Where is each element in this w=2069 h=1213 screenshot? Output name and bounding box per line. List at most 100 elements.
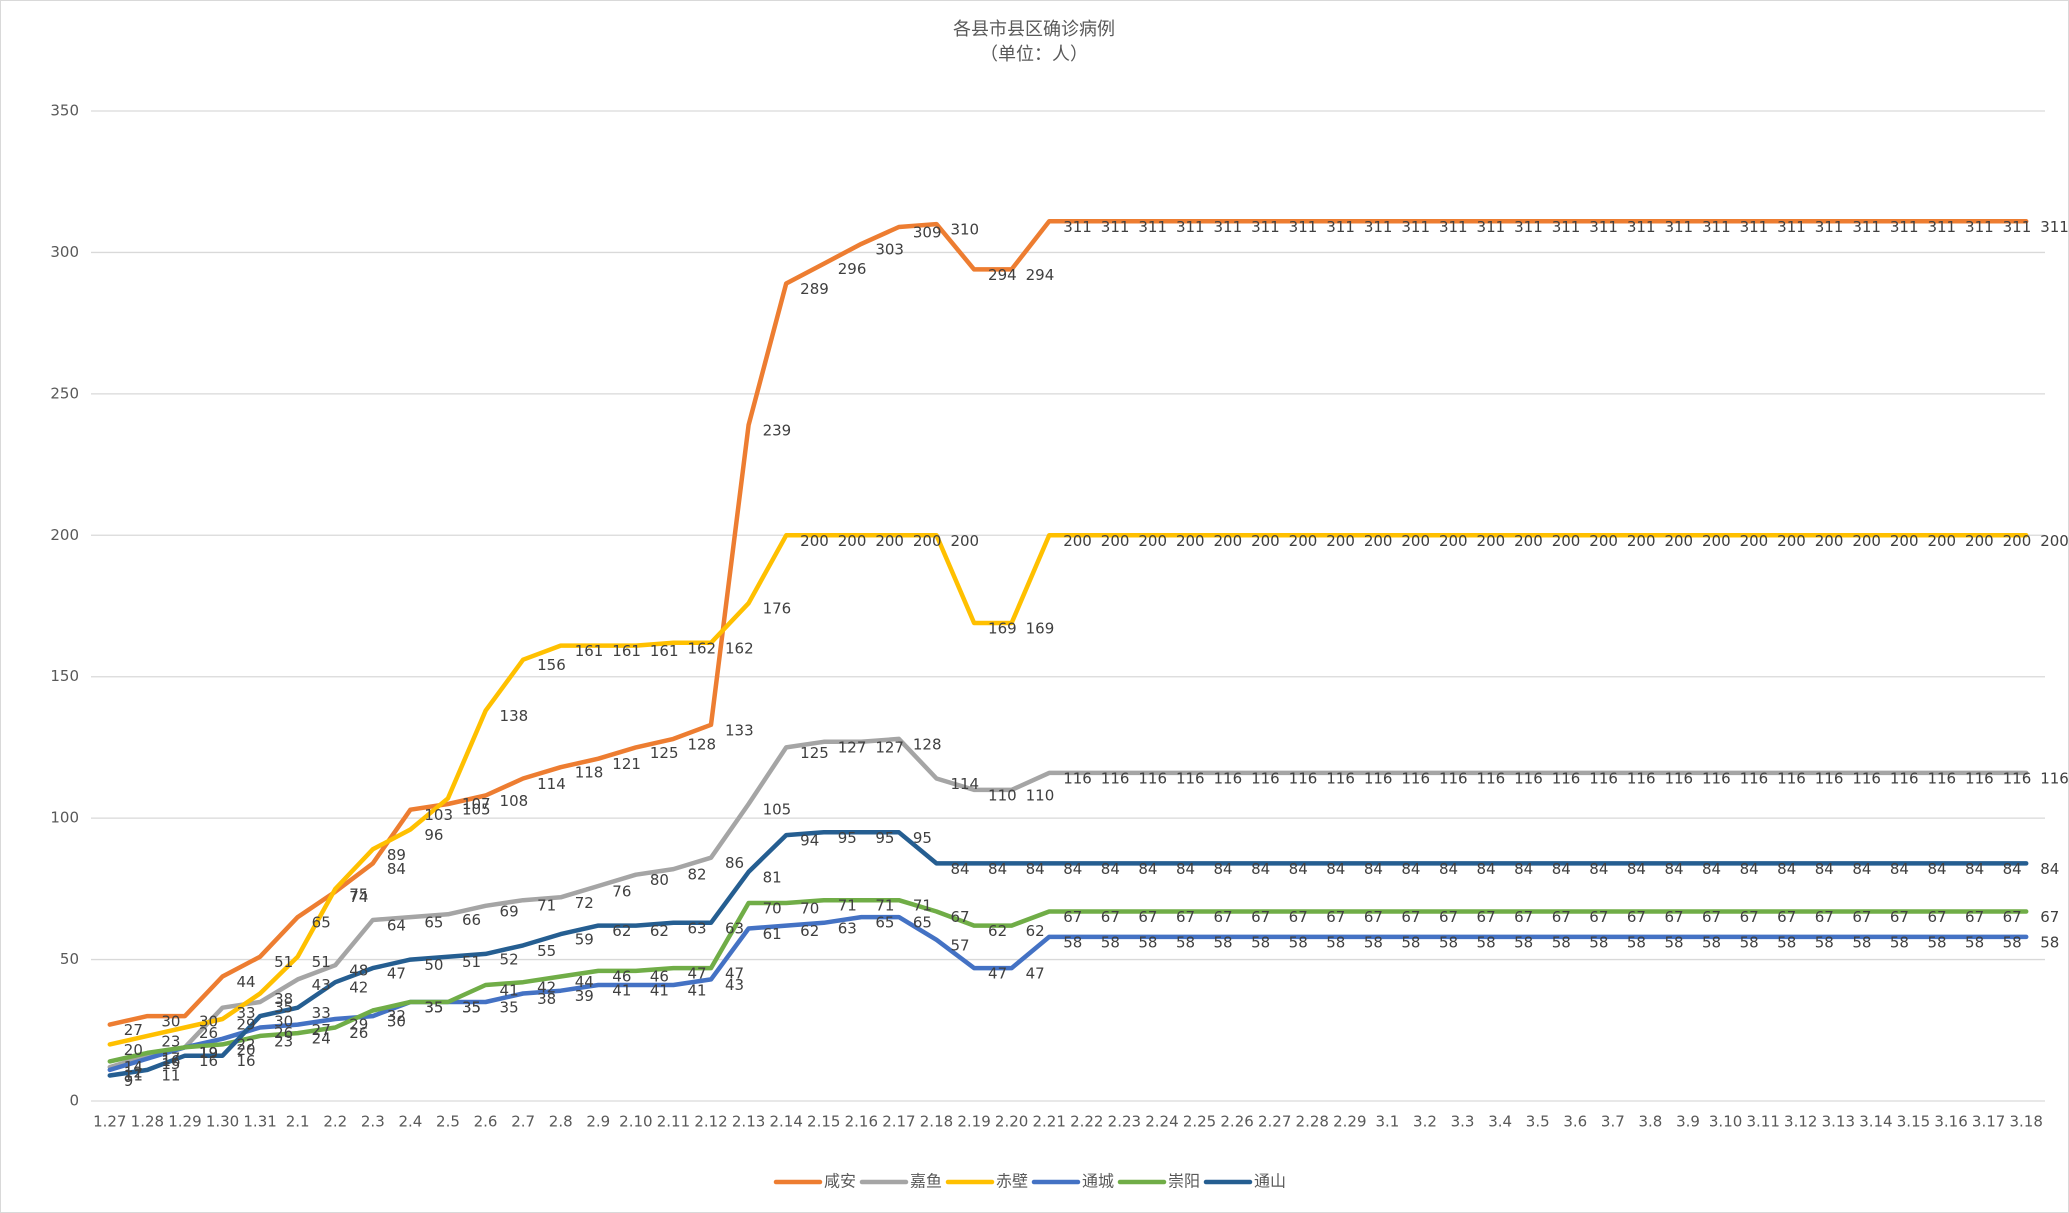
data-label: 311	[1589, 218, 1618, 236]
data-label: 65	[312, 914, 331, 932]
data-label: 32	[387, 1007, 406, 1025]
data-label: 27	[124, 1021, 143, 1039]
data-label: 311	[1890, 218, 1919, 236]
data-label: 200	[1326, 532, 1355, 550]
data-label: 310	[950, 221, 979, 239]
data-label: 67	[950, 908, 969, 926]
data-label: 70	[800, 900, 819, 918]
data-label: 156	[537, 656, 566, 674]
data-label: 63	[838, 919, 857, 937]
x-tick-label: 2.15	[807, 1113, 840, 1131]
chart-subtitle: （单位：人）	[980, 44, 1088, 65]
legend-label: 崇阳	[1168, 1172, 1200, 1191]
data-label: 58	[1514, 933, 1533, 951]
data-label: 311	[1965, 218, 1994, 236]
data-label: 84	[1101, 860, 1120, 878]
data-label: 116	[1927, 769, 1956, 787]
data-label: 44	[575, 973, 594, 991]
data-label: 116	[1251, 769, 1280, 787]
data-label: 61	[763, 925, 782, 943]
data-label: 67	[2003, 908, 2022, 926]
data-label: 294	[988, 266, 1017, 284]
data-label: 311	[1063, 218, 1092, 236]
data-label: 116	[1364, 769, 1393, 787]
data-label: 200	[2003, 532, 2032, 550]
data-label: 67	[1664, 908, 1683, 926]
legend-label: 赤壁	[996, 1172, 1028, 1191]
x-tick-label: 3.6	[1563, 1113, 1587, 1131]
data-label: 19	[199, 1044, 218, 1062]
chart-title: 各县市县区确诊病例	[953, 19, 1115, 40]
data-label: 58	[1101, 933, 1120, 951]
data-label: 200	[1589, 532, 1618, 550]
x-tick-label: 2.10	[619, 1113, 652, 1131]
data-label: 162	[725, 639, 754, 657]
data-label: 311	[1477, 218, 1506, 236]
data-label: 161	[612, 642, 641, 660]
data-label: 311	[1401, 218, 1430, 236]
data-label: 71	[537, 897, 556, 915]
data-label: 105	[462, 801, 491, 819]
x-tick-label: 3.18	[2010, 1113, 2043, 1131]
legend-label: 通山	[1254, 1172, 1286, 1191]
data-label: 162	[687, 639, 716, 657]
data-label: 200	[1965, 532, 1994, 550]
data-label: 200	[800, 532, 829, 550]
data-label: 48	[349, 962, 368, 980]
data-label: 116	[1777, 769, 1806, 787]
data-label: 67	[1927, 908, 1946, 926]
data-label: 116	[1439, 769, 1468, 787]
data-label: 116	[1740, 769, 1769, 787]
data-label: 41	[612, 982, 631, 1000]
data-label: 161	[650, 642, 679, 660]
x-tick-label: 2.2	[323, 1113, 347, 1131]
x-tick-label: 2.26	[1220, 1113, 1253, 1131]
x-tick-label: 2.28	[1296, 1113, 1329, 1131]
data-label: 84	[1852, 860, 1871, 878]
data-label: 84	[1176, 860, 1195, 878]
x-tick-label: 2.27	[1258, 1113, 1291, 1131]
x-tick-label: 2.9	[586, 1113, 610, 1131]
data-label: 47	[988, 965, 1007, 983]
data-label: 30	[274, 1013, 293, 1031]
x-tick-label: 3.13	[1822, 1113, 1855, 1131]
data-label: 67	[1176, 908, 1195, 926]
data-label: 58	[1364, 933, 1383, 951]
data-label: 58	[1777, 933, 1796, 951]
data-label: 311	[1514, 218, 1543, 236]
x-tick-label: 2.29	[1333, 1113, 1366, 1131]
data-label: 58	[1890, 933, 1909, 951]
data-label: 58	[1627, 933, 1646, 951]
data-label: 46	[612, 967, 631, 985]
data-label: 58	[1477, 933, 1496, 951]
x-tick-label: 3.15	[1897, 1113, 1930, 1131]
data-label: 26	[349, 1024, 368, 1042]
series-line	[107, 897, 2029, 1064]
x-tick-label: 2.22	[1070, 1113, 1103, 1131]
data-label: 30	[387, 1013, 406, 1031]
data-label: 22	[237, 1035, 256, 1053]
data-label: 84	[1890, 860, 1909, 878]
data-label: 200	[1514, 532, 1543, 550]
data-label: 67	[1702, 908, 1721, 926]
data-label: 84	[1026, 860, 1045, 878]
data-label: 200	[2040, 532, 2069, 550]
data-label: 169	[1026, 619, 1055, 637]
data-label: 58	[1289, 933, 1308, 951]
data-label: 58	[1664, 933, 1683, 951]
data-label: 23	[161, 1032, 180, 1050]
data-label: 116	[1890, 769, 1919, 787]
x-tick-label: 2.24	[1145, 1113, 1178, 1131]
data-label: 47	[1026, 965, 1045, 983]
data-label: 311	[1852, 218, 1881, 236]
data-label: 309	[913, 223, 942, 241]
lines	[107, 219, 2029, 1078]
data-label: 116	[1289, 769, 1318, 787]
data-label: 58	[2040, 933, 2059, 951]
data-label: 43	[725, 976, 744, 994]
data-label: 67	[1138, 908, 1157, 926]
data-label: 116	[2003, 769, 2032, 787]
x-tick-label: 2.23	[1108, 1113, 1141, 1131]
data-label: 200	[1364, 532, 1393, 550]
